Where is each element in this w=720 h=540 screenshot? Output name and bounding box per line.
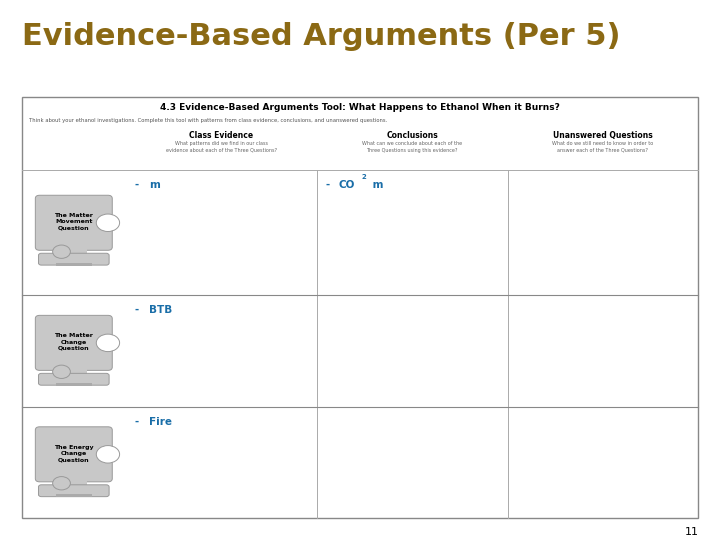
Text: What patterns did we find in our class
evidence about each of the Three Question: What patterns did we find in our class e… [166, 141, 277, 153]
Circle shape [53, 245, 71, 258]
Text: Evidence-Based Arguments (Per 5): Evidence-Based Arguments (Per 5) [22, 22, 620, 51]
Text: What do we still need to know in order to
answer each of the Three Questions?: What do we still need to know in order t… [552, 141, 654, 153]
Text: m: m [149, 180, 160, 190]
Text: The Matter
Movement
Question: The Matter Movement Question [55, 213, 93, 231]
Text: Think about your ethanol investigations. Complete this tool with patterns from c: Think about your ethanol investigations.… [29, 118, 387, 123]
Text: CO: CO [338, 180, 355, 190]
FancyBboxPatch shape [35, 427, 112, 482]
Text: -: - [325, 180, 330, 190]
Bar [60, 478, 87, 487]
Circle shape [96, 334, 120, 352]
Bar [60, 367, 87, 375]
Text: m: m [369, 180, 383, 190]
Text: What can we conclude about each of the
Three Questions using this evidence?: What can we conclude about each of the T… [362, 141, 462, 153]
Text: -: - [135, 305, 139, 315]
Text: BTB: BTB [149, 305, 172, 315]
FancyBboxPatch shape [35, 315, 112, 370]
Bar [60, 247, 87, 255]
Text: -: - [135, 180, 139, 190]
Text: Class Evidence: Class Evidence [189, 131, 253, 140]
Text: Conclusions: Conclusions [387, 131, 438, 140]
Text: -: - [135, 417, 139, 427]
FancyBboxPatch shape [38, 373, 109, 385]
Text: 11: 11 [685, 527, 698, 537]
FancyBboxPatch shape [38, 253, 109, 265]
Text: 4.3 Evidence-Based Arguments Tool: What Happens to Ethanol When it Burns?: 4.3 Evidence-Based Arguments Tool: What … [160, 103, 560, 112]
Bar [56, 495, 91, 497]
Text: Unanswered Questions: Unanswered Questions [553, 131, 653, 140]
FancyBboxPatch shape [38, 485, 109, 497]
Bar [22, 97, 698, 518]
Circle shape [96, 214, 120, 232]
Text: The Energy
Change
Question: The Energy Change Question [54, 445, 94, 462]
FancyBboxPatch shape [35, 195, 112, 250]
Circle shape [53, 477, 71, 490]
Circle shape [96, 446, 120, 463]
Bar [56, 263, 91, 266]
Text: 2: 2 [361, 174, 366, 180]
Circle shape [53, 365, 71, 379]
Text: Fire: Fire [149, 417, 172, 427]
Text: The Matter
Change
Question: The Matter Change Question [55, 333, 93, 350]
Bar [56, 383, 91, 386]
